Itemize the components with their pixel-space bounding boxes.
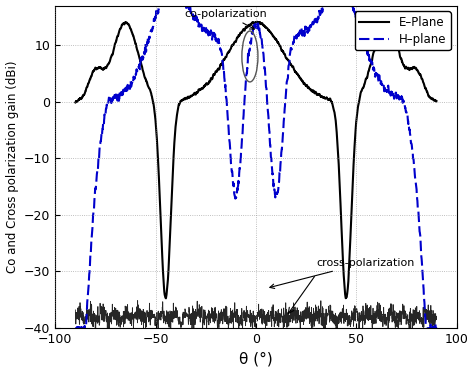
E–Plane (150, 97, 155, 101)
H–plane (93, 180, 99, 184)
E–Plane (384, 19, 390, 23)
E–Plane (319, 94, 325, 99)
H–plane (78, 330, 84, 334)
H–plane (434, 325, 439, 330)
H–plane (319, 10, 325, 15)
Line: H–plane: H–plane (75, 0, 437, 332)
H–plane (73, 328, 78, 332)
Text: cross-polarization: cross-polarization (270, 258, 414, 288)
H–plane (208, 30, 213, 35)
H–plane (150, 26, 155, 31)
E–Plane (73, 100, 78, 105)
Y-axis label: Co and Cross polarization gain (dBi): Co and Cross polarization gain (dBi) (6, 61, 18, 273)
H–plane (222, 81, 228, 85)
E–Plane (163, 296, 169, 301)
E–Plane (222, 57, 228, 61)
E–Plane (220, 59, 226, 63)
E–Plane (208, 77, 213, 81)
Line: E–Plane: E–Plane (75, 21, 437, 298)
E–Plane (93, 67, 99, 71)
Legend: E–Plane, H–plane: E–Plane, H–plane (355, 12, 451, 51)
Text: co-polarization: co-polarization (184, 9, 267, 29)
X-axis label: θ (°): θ (°) (239, 352, 273, 366)
E–Plane (434, 99, 439, 103)
H–plane (220, 62, 226, 67)
